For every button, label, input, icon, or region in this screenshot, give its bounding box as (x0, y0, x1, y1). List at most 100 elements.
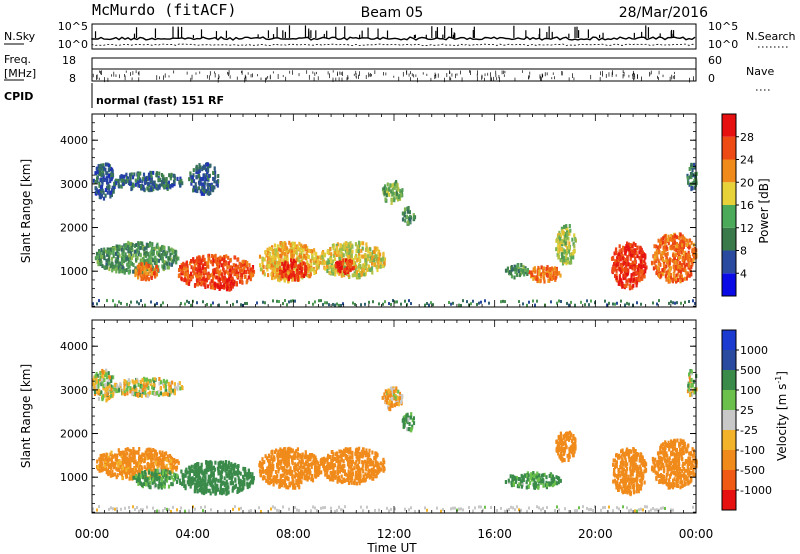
data-cell (660, 273, 663, 278)
ground-scatter-cell (98, 299, 100, 303)
data-cell (156, 468, 159, 473)
data-cell (364, 252, 367, 257)
data-cell (141, 267, 144, 272)
data-cell (102, 163, 105, 168)
data-cell (522, 269, 525, 273)
data-cell (105, 171, 108, 176)
data-cell (106, 190, 109, 195)
data-cell (123, 270, 126, 275)
data-cell (137, 250, 140, 255)
data-cell (304, 264, 307, 269)
data-cell (559, 257, 562, 262)
data-cell (686, 176, 689, 181)
data-cell (281, 251, 284, 256)
data-cell (282, 273, 286, 277)
data-cell (103, 247, 106, 252)
data-cell (128, 458, 131, 463)
data-cell (277, 260, 280, 265)
data-cell (280, 272, 283, 277)
data-cell (203, 257, 206, 262)
data-cell (666, 238, 670, 242)
data-cell (134, 266, 137, 271)
data-cell (619, 267, 622, 272)
data-cell (638, 278, 641, 283)
data-cell (685, 271, 688, 276)
data-cell (554, 276, 557, 280)
data-cell (557, 252, 560, 257)
data-cell (162, 381, 165, 386)
data-cell (314, 259, 317, 264)
data-cell (213, 185, 216, 190)
ground-scatter-cell (126, 302, 128, 306)
data-cell (129, 253, 133, 258)
data-cell (542, 266, 545, 271)
data-cell (222, 275, 225, 280)
data-cell (111, 469, 114, 474)
data-cell (211, 262, 215, 267)
data-cell (225, 254, 228, 259)
data-cell (267, 273, 270, 278)
data-cell (662, 268, 666, 273)
data-cell (679, 274, 682, 279)
data-cell (174, 385, 177, 390)
data-cell (138, 269, 141, 274)
data-cell (100, 378, 104, 383)
data-cell (275, 248, 278, 253)
data-cell (167, 265, 170, 270)
data-cell (162, 378, 165, 383)
data-cell (111, 185, 114, 190)
data-cell (678, 235, 681, 240)
data-cell (132, 380, 135, 385)
data-cell (176, 176, 179, 181)
data-cell (299, 249, 302, 254)
data-cell (560, 247, 563, 252)
data-cell (158, 249, 161, 254)
data-cell (220, 257, 224, 262)
data-cell (691, 172, 694, 177)
data-cell (196, 484, 199, 489)
data-cell (388, 186, 391, 191)
data-cell (155, 272, 159, 277)
data-cell (569, 256, 572, 261)
data-cell (147, 243, 150, 248)
data-cell (195, 175, 198, 180)
data-cell (112, 251, 115, 255)
ground-scatter-cell (560, 300, 562, 304)
data-cell (137, 451, 140, 455)
data-cell (349, 267, 352, 272)
data-cell (113, 185, 116, 190)
data-cell (340, 250, 343, 255)
ground-scatter-cell (206, 302, 208, 306)
data-cell (111, 173, 114, 177)
data-cell (313, 248, 316, 253)
data-cell (188, 261, 192, 266)
data-cell (120, 460, 124, 465)
data-cell (167, 180, 170, 185)
data-cell (92, 382, 95, 387)
data-cell (688, 238, 692, 243)
data-cell (134, 253, 137, 258)
data-cell (144, 456, 147, 461)
data-cell (199, 271, 202, 276)
data-cell (305, 251, 308, 256)
data-cell (133, 172, 136, 177)
data-cell (155, 477, 158, 482)
data-cell (329, 246, 332, 251)
data-cell (157, 265, 160, 270)
data-cell (101, 371, 104, 376)
data-cell (94, 390, 97, 395)
data-cell (686, 173, 689, 178)
data-cell (291, 241, 295, 246)
ground-scatter-cell (466, 300, 468, 304)
data-cell (161, 474, 164, 479)
data-cell (341, 261, 344, 266)
data-cell (203, 180, 207, 185)
data-cell (132, 475, 135, 480)
data-cell (271, 276, 274, 281)
data-cell (167, 458, 170, 463)
data-cell (205, 470, 208, 475)
data-cell (622, 267, 625, 272)
ground-scatter-cell (136, 300, 138, 304)
data-cell (100, 465, 103, 470)
data-cell (189, 484, 192, 489)
